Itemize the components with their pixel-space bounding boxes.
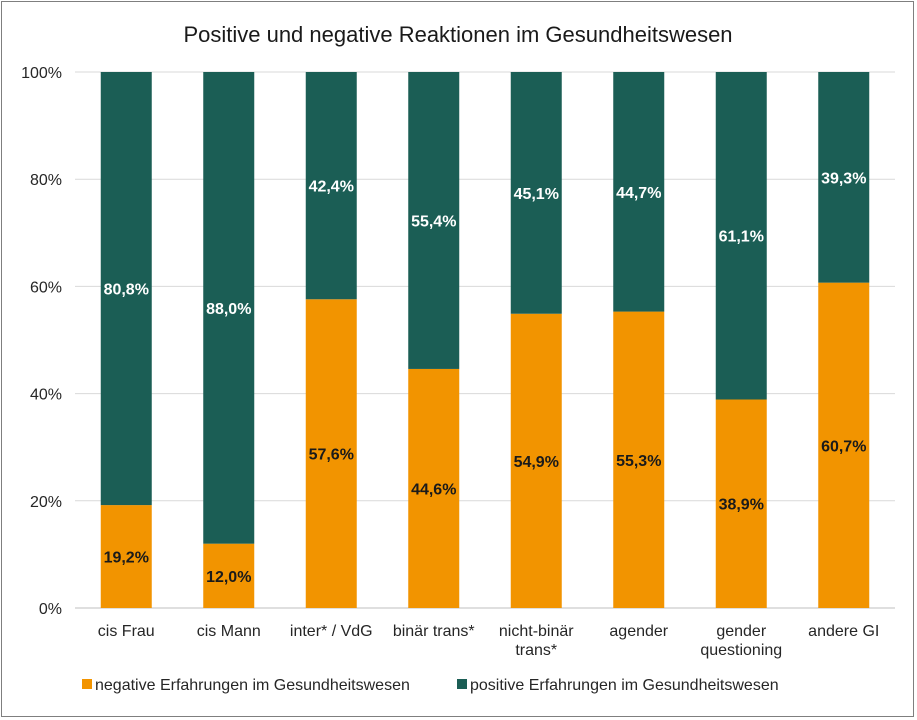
data-label-negative: 54,9% <box>514 454 559 471</box>
bar-positive <box>203 72 255 544</box>
data-label-negative: 38,9% <box>719 497 764 514</box>
data-label-positive: 42,4% <box>309 179 354 196</box>
data-label-negative: 60,7% <box>821 438 866 455</box>
data-label-negative: 12,0% <box>206 569 251 586</box>
bar-positive <box>305 72 357 300</box>
bar-positive <box>408 72 460 369</box>
y-axis: 0% 20% 40% 60% 80% 100% <box>21 65 62 618</box>
y-tick-label: 60% <box>30 279 62 296</box>
legend-swatch-positive <box>457 679 467 689</box>
y-tick-label: 80% <box>30 172 62 189</box>
y-tick-label: 100% <box>21 65 62 82</box>
bar-negative <box>305 299 357 608</box>
legend-label-negative: negative Erfahrungen im Gesundheitswesen <box>95 677 410 694</box>
x-tick-label: cis Mann <box>197 623 261 640</box>
bar-negative <box>715 399 767 608</box>
data-label-positive: 39,3% <box>821 170 866 187</box>
bar-negative <box>100 505 152 608</box>
data-label-negative: 19,2% <box>104 550 149 567</box>
bar-positive <box>715 72 767 400</box>
bar-negative <box>408 368 460 608</box>
bar-negative <box>510 313 562 608</box>
x-tick-label: gender questioning <box>700 623 782 659</box>
bar-negative <box>613 311 665 608</box>
x-tick-label: binär trans* <box>393 623 475 640</box>
data-label-positive: 80,8% <box>104 282 149 299</box>
legend: negative Erfahrungen im Gesundheitswesen… <box>82 677 779 694</box>
data-label-negative: 57,6% <box>309 447 354 464</box>
data-label-positive: 44,7% <box>616 185 661 202</box>
data-label-negative: 55,3% <box>616 453 661 470</box>
data-label-positive: 55,4% <box>411 213 456 230</box>
bars: 19,2% 80,8% 12,0% 88,0% 57,6% 42,4% 44,6% 55,4%… <box>100 72 870 608</box>
y-tick-label: 20% <box>30 494 62 511</box>
bar-negative <box>203 543 255 608</box>
bar-positive <box>613 72 665 312</box>
data-label-positive: 45,1% <box>514 186 559 203</box>
data-label-positive: 61,1% <box>719 229 764 246</box>
bar-positive <box>100 72 152 506</box>
bar-positive <box>510 72 562 314</box>
x-tick-label: andere GI <box>808 623 879 640</box>
x-tick-label: agender <box>609 623 668 640</box>
data-label-negative: 44,6% <box>411 481 456 498</box>
bar-negative <box>818 282 870 608</box>
bar-positive <box>818 72 870 283</box>
x-tick-label: cis Frau <box>98 623 155 640</box>
legend-swatch-negative <box>82 679 92 689</box>
chart-title: Positive und negative Reaktionen im Gesu… <box>183 22 732 47</box>
legend-label-positive: positive Erfahrungen im Gesundheitswesen <box>470 677 779 694</box>
gridlines <box>75 71 895 609</box>
y-tick-label: 0% <box>39 601 62 618</box>
y-tick-label: 40% <box>30 387 62 404</box>
x-tick-label: inter* / VdG <box>290 623 373 640</box>
x-axis: cis Frau cis Mann inter* / VdG binär trans*… <box>98 623 880 659</box>
x-tick-label: nicht-binär trans* <box>499 623 574 659</box>
data-label-positive: 88,0% <box>206 301 251 318</box>
